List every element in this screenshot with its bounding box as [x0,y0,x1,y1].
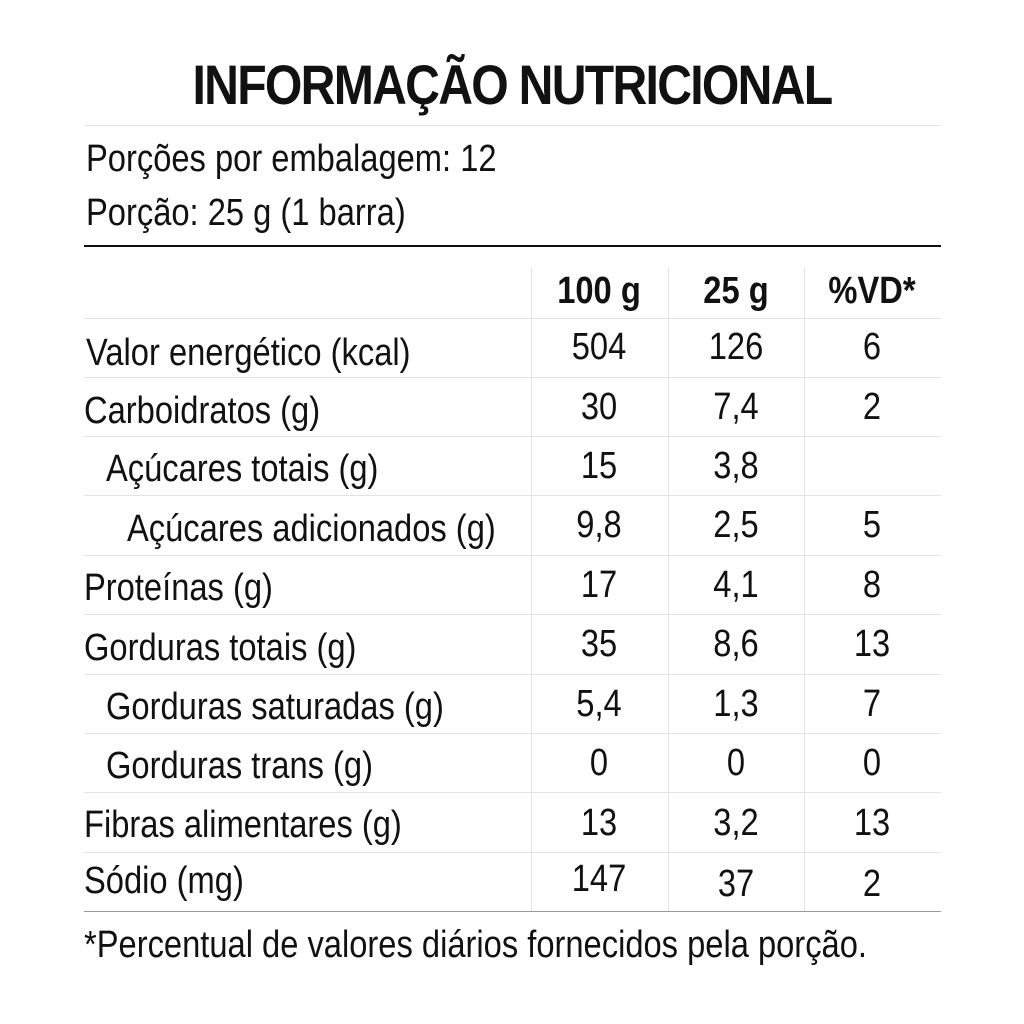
row-label-total-fat: Gorduras totais (g) [84,627,357,669]
row-divider [84,674,941,675]
cell-saturated-fat-25g: 1,3 [713,683,759,725]
row-label-saturated-fat: Gorduras saturadas (g) [106,686,444,728]
row-divider [84,852,941,853]
footnote: *Percentual de valores diários fornecido… [84,924,867,966]
cell-trans-fat-25g: 0 [726,742,746,784]
row-divider [84,495,941,496]
cell-energy-vd: 6 [862,326,882,368]
cell-energy-25g: 126 [708,326,764,368]
row-divider [84,911,941,912]
row-label-carbs: Carboidratos (g) [84,390,321,432]
cell-protein-25g: 4,1 [713,564,759,606]
column-header-25g: 25 g [703,270,769,312]
column-header-vd: %VD* [828,270,916,312]
column-header-100g: 100 g [557,270,641,312]
cell-total-fat-vd: 13 [853,623,891,665]
row-label-trans-fat: Gorduras trans (g) [106,745,373,787]
cell-fiber-25g: 3,2 [713,802,759,844]
cell-carbs-25g: 7,4 [713,386,759,428]
cell-carbs-100g: 30 [580,386,618,428]
row-divider [84,436,941,437]
column-divider [531,268,532,911]
row-label-energy: Valor energético (kcal) [86,332,411,374]
row-divider [84,614,941,615]
row-label-sodium: Sódio (mg) [84,860,244,902]
cell-total-fat-100g: 35 [580,623,618,665]
label-title: INFORMAÇÃO NUTRICIONAL [192,53,833,116]
cell-added-sugars-100g: 9,8 [576,504,622,546]
cell-fiber-vd: 13 [853,802,891,844]
column-divider [668,268,669,911]
cell-carbs-vd: 2 [862,386,882,428]
cell-trans-fat-vd: 0 [862,742,882,784]
row-divider [84,318,941,319]
row-divider [84,555,941,556]
cell-energy-100g: 504 [571,326,627,368]
row-divider [84,377,941,378]
cell-total-sugars-25g: 3,8 [713,445,759,487]
column-divider [804,268,805,911]
cell-sodium-25g: 37 [717,863,755,905]
cell-added-sugars-vd: 5 [862,504,882,546]
servings-per-package: Porções por embalagem: 12 [86,138,497,180]
portion-size: Porção: 25 g (1 barra) [86,192,406,234]
cell-protein-vd: 8 [862,564,882,606]
cell-fiber-100g: 13 [580,802,618,844]
cell-saturated-fat-vd: 7 [862,683,882,725]
cell-saturated-fat-100g: 5,4 [576,683,622,725]
row-divider [84,733,941,734]
divider [84,245,941,247]
cell-protein-100g: 17 [580,564,618,606]
cell-total-fat-25g: 8,6 [713,623,759,665]
cell-total-sugars-100g: 15 [580,445,618,487]
cell-trans-fat-100g: 0 [589,742,609,784]
row-label-added-sugars: Açúcares adicionados (g) [127,508,496,550]
row-label-fiber: Fibras alimentares (g) [84,804,402,846]
row-label-total-sugars: Açúcares totais (g) [106,448,379,490]
divider [84,125,941,126]
row-label-protein: Proteínas (g) [84,567,273,609]
cell-sodium-100g: 147 [571,858,627,900]
row-divider [84,792,941,793]
cell-sodium-vd: 2 [862,863,882,905]
cell-added-sugars-25g: 2,5 [713,504,759,546]
